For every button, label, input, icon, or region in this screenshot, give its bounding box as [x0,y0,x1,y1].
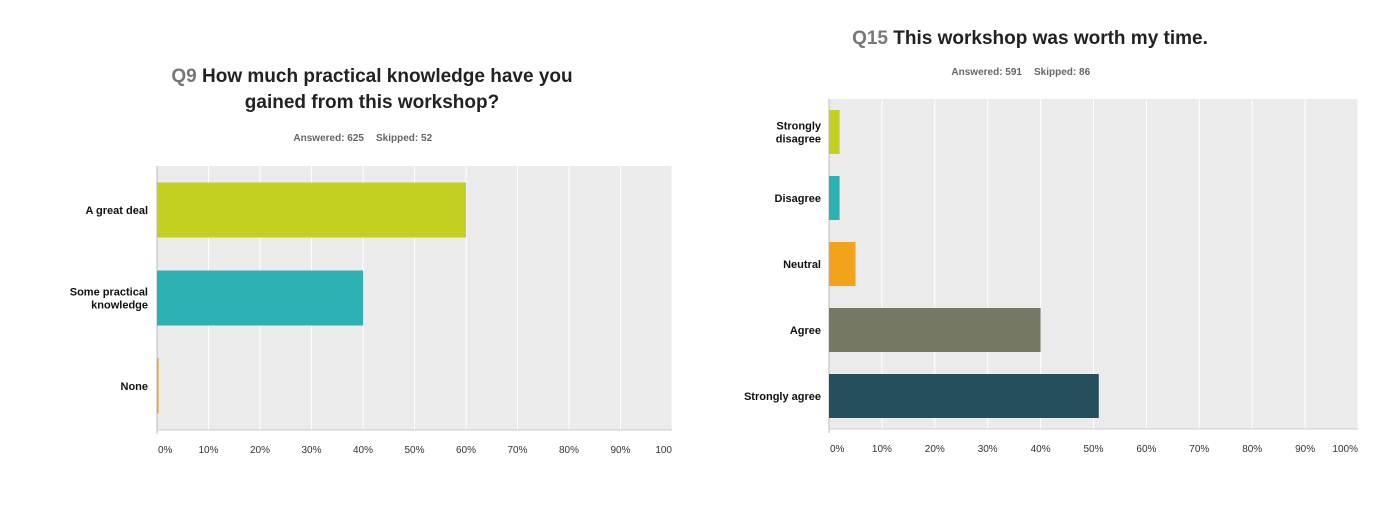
tick-label: 20% [250,445,270,456]
tick-label: 20% [925,444,945,455]
bar [829,242,856,286]
category-label: None [121,381,149,393]
category-label: Some practical [70,287,148,299]
tick-label: 100% [1332,444,1358,455]
bar [157,182,466,238]
chart-title: Q15 This workshop was worth my time. [852,28,1208,49]
tick-label: 90% [1295,444,1315,455]
chart-2: Q15 This workshop was worth my time. Answ… [744,28,1359,455]
chart-title: Q9 How much practical knowledge have you [171,66,572,87]
question-text: How much practical knowledge have you [202,66,573,87]
category-label: knowledge [91,300,148,312]
bar [829,308,1041,352]
category-label: Disagree [775,193,821,205]
tick-label: 0% [158,445,173,456]
question-number: Q15 [852,28,893,49]
tick-label: 100 [655,445,672,456]
question-text: gained from this workshop? [245,92,499,113]
answered-count: Answered: 591 [951,67,1022,78]
skipped-count: Skipped: 52 [376,133,433,144]
tick-label: 50% [404,445,424,456]
bar [829,110,840,154]
chart-title: gained from this workshop? [245,92,499,113]
bar [829,374,1099,418]
tick-label: 60% [456,445,476,456]
tick-label: 70% [1189,444,1209,455]
tick-label: 30% [978,444,998,455]
tick-label: 80% [559,445,579,456]
answered-count: Answered: 625 [293,133,364,144]
tick-label: 60% [1136,444,1156,455]
tick-label: 30% [301,445,321,456]
category-label: disagree [776,134,821,146]
tick-label: 40% [1031,444,1051,455]
category-label: Agree [790,325,821,337]
tick-label: 10% [198,445,218,456]
tick-label: 10% [872,444,892,455]
tick-label: 40% [353,445,373,456]
tick-label: 80% [1242,444,1262,455]
tick-label: 90% [610,445,630,456]
skipped-count: Skipped: 86 [1034,67,1091,78]
category-label: Neutral [783,259,821,271]
category-label: Strongly agree [744,391,821,403]
category-label: A great deal [85,205,148,217]
tick-label: 0% [830,444,845,455]
tick-label: 50% [1083,444,1103,455]
chart-1: Q9 How much practical knowledge have you… [70,66,673,456]
category-label: Strongly [776,121,821,133]
bar [157,358,159,414]
bar [829,176,840,220]
bar [157,270,363,326]
question-number: Q9 [171,66,202,87]
tick-label: 70% [507,445,527,456]
question-text: This workshop was worth my time. [893,28,1208,49]
